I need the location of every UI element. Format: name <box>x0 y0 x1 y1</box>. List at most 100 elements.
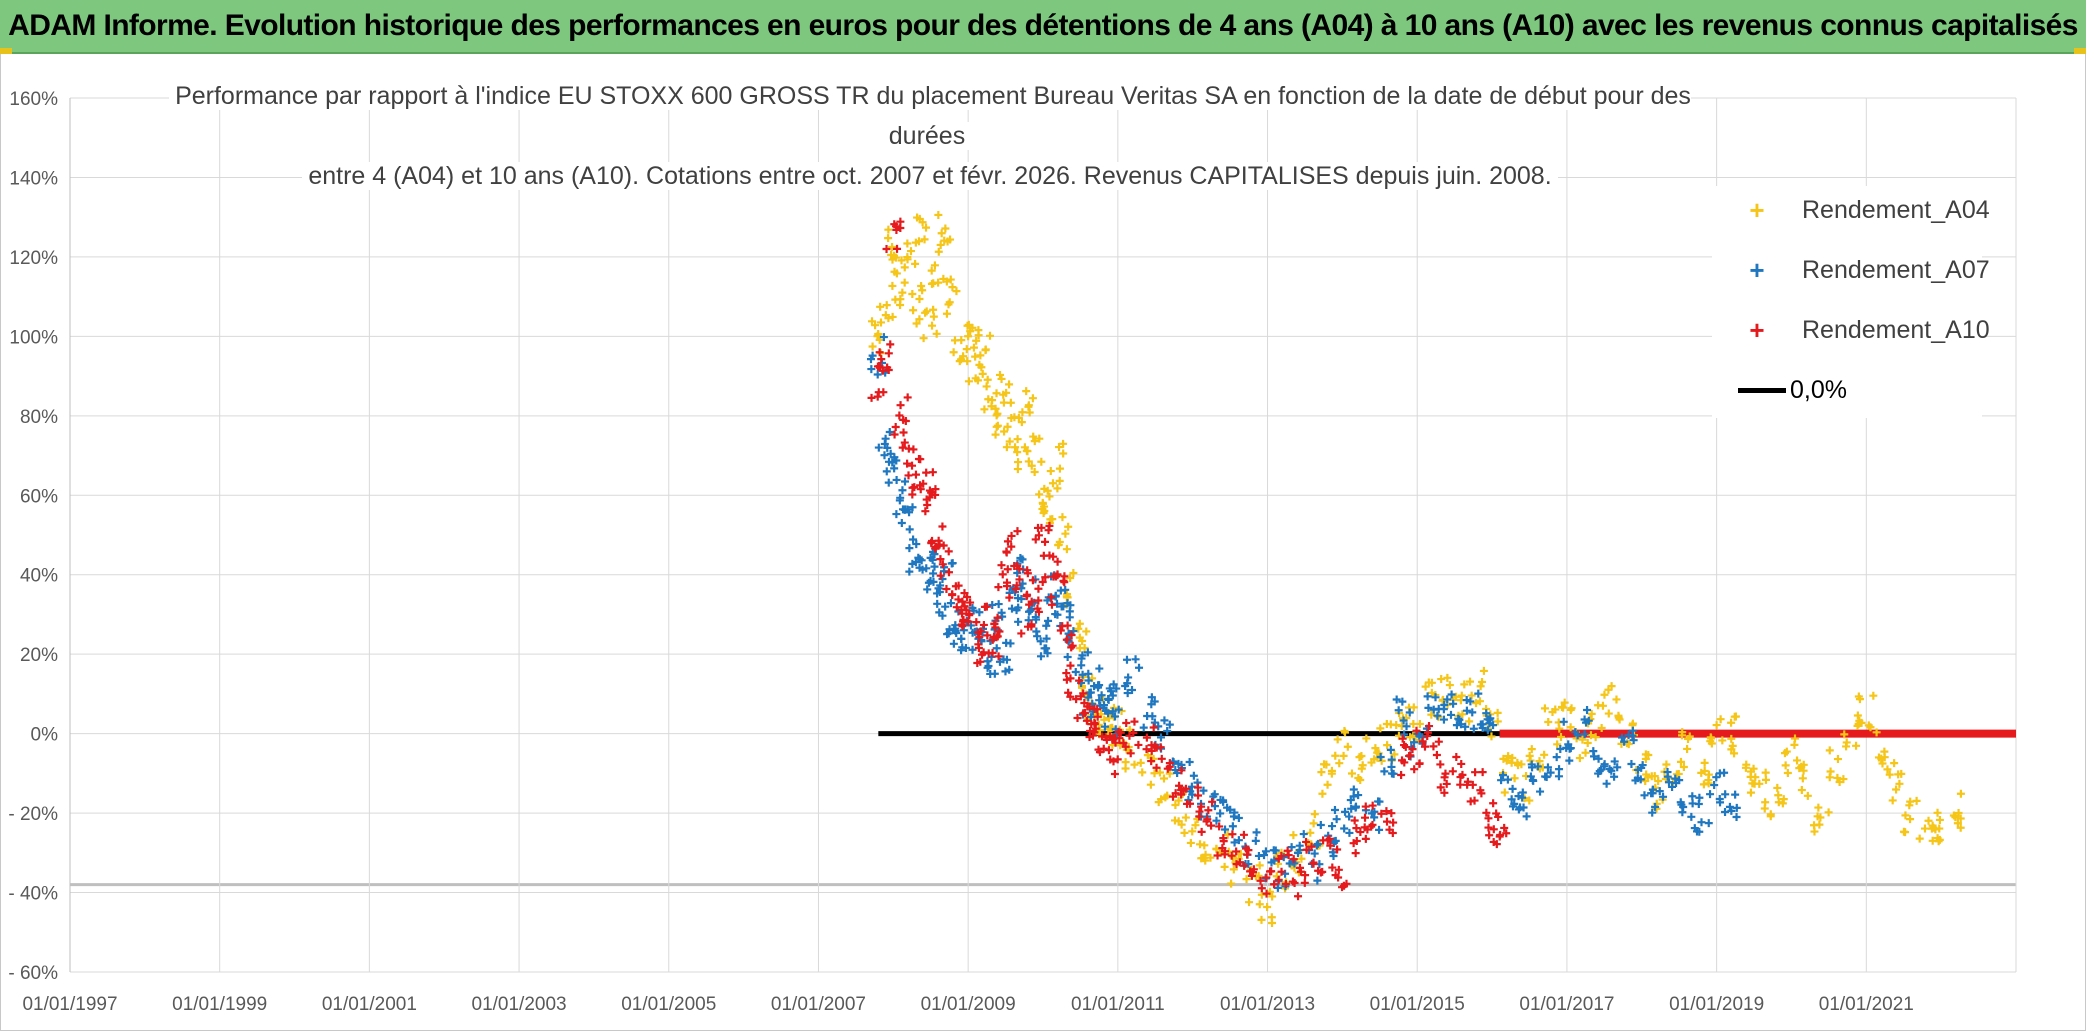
y-tick-label: - 60% <box>8 963 58 984</box>
data-point <box>1727 806 1736 815</box>
x-tick-label: 01/01/2001 <box>322 994 417 1015</box>
data-point <box>1049 552 1058 561</box>
data-point <box>1294 892 1303 901</box>
data-point <box>903 255 912 264</box>
data-point <box>917 556 926 565</box>
data-point <box>1063 653 1072 662</box>
data-point <box>1059 602 1068 611</box>
data-point <box>1624 731 1633 740</box>
data-point <box>1014 458 1023 467</box>
x-tick-label: 01/01/2013 <box>1220 994 1315 1015</box>
data-point <box>898 486 907 495</box>
data-point <box>1066 661 1075 670</box>
data-point <box>1022 387 1031 396</box>
data-point <box>998 570 1007 579</box>
data-point <box>1671 774 1680 783</box>
data-point <box>1112 684 1121 693</box>
data-point <box>1600 690 1609 699</box>
data-point <box>918 218 927 227</box>
data-point <box>1053 571 1062 580</box>
data-point <box>1852 741 1861 750</box>
data-point <box>992 389 1001 398</box>
data-point <box>1247 871 1256 880</box>
data-point <box>988 648 997 657</box>
data-point <box>1662 760 1671 769</box>
data-point <box>1005 593 1014 602</box>
data-point <box>1114 705 1123 714</box>
data-point <box>1920 824 1929 833</box>
data-point <box>975 608 984 617</box>
data-point <box>1202 817 1211 826</box>
data-point <box>1066 574 1075 583</box>
series-Rendement_A10 <box>867 217 1511 901</box>
data-point <box>1367 809 1376 818</box>
data-point <box>916 485 925 494</box>
data-point <box>1468 708 1477 717</box>
data-point <box>1361 802 1370 811</box>
data-point <box>1293 848 1302 857</box>
data-point <box>1665 778 1674 787</box>
data-point <box>1207 821 1216 830</box>
data-point <box>1555 765 1564 774</box>
data-point <box>1825 746 1834 755</box>
data-point <box>886 340 895 349</box>
data-point <box>1644 750 1653 759</box>
data-point <box>1566 723 1575 732</box>
data-point <box>1333 735 1342 744</box>
data-point <box>1449 699 1458 708</box>
data-point <box>1126 749 1135 758</box>
data-point <box>1465 717 1474 726</box>
data-point <box>1107 687 1116 696</box>
data-point <box>1228 822 1237 831</box>
data-point <box>1445 681 1454 690</box>
data-point <box>1533 762 1542 771</box>
data-point <box>1387 755 1396 764</box>
data-point <box>935 608 944 617</box>
data-point <box>1732 803 1741 812</box>
data-point <box>1402 722 1411 731</box>
data-point <box>1017 418 1026 427</box>
x-tick-label: 01/01/1999 <box>172 994 267 1015</box>
data-point <box>1504 752 1513 761</box>
data-point <box>1361 813 1370 822</box>
data-point <box>1518 788 1527 797</box>
data-point <box>1429 742 1438 751</box>
data-point <box>1037 652 1046 661</box>
data-point <box>1415 759 1424 768</box>
data-point <box>1915 834 1924 843</box>
data-point <box>879 388 888 397</box>
data-point <box>1712 721 1721 730</box>
data-point <box>1597 723 1606 732</box>
data-point <box>1492 809 1501 818</box>
data-point <box>1386 745 1395 754</box>
data-point <box>888 458 897 467</box>
data-point <box>1615 715 1624 724</box>
data-point <box>1038 578 1047 587</box>
data-point <box>1029 432 1038 441</box>
data-point <box>974 628 983 637</box>
data-point <box>1188 827 1197 836</box>
data-point <box>1108 691 1117 700</box>
data-point <box>1104 746 1113 755</box>
data-point <box>1017 629 1026 638</box>
data-point <box>1136 758 1145 767</box>
data-point <box>1317 768 1326 777</box>
data-point <box>949 639 958 648</box>
data-point <box>1704 819 1713 828</box>
data-point <box>1326 841 1335 850</box>
data-point <box>1410 738 1419 747</box>
data-point <box>1421 682 1430 691</box>
data-point <box>1251 836 1260 845</box>
data-point <box>936 571 945 580</box>
data-point <box>1522 812 1531 821</box>
data-point <box>966 598 975 607</box>
data-point <box>1002 548 1011 557</box>
data-point <box>1157 795 1166 804</box>
data-point <box>1262 889 1271 898</box>
data-point <box>1040 506 1049 515</box>
data-point <box>1171 789 1180 798</box>
data-point <box>1345 812 1354 821</box>
data-point <box>941 224 950 233</box>
data-point <box>1500 823 1509 832</box>
data-point <box>1552 753 1561 762</box>
